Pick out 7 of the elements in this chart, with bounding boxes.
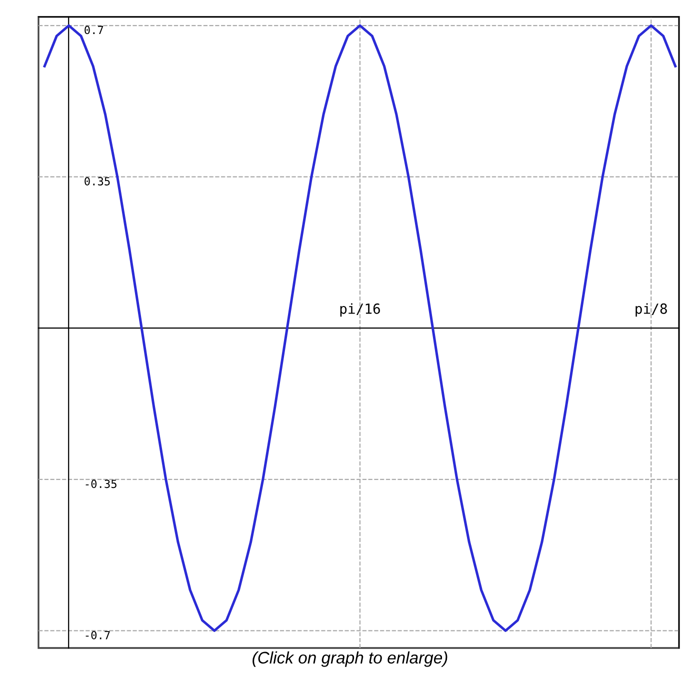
x-tick-label: pi/16: [340, 303, 380, 317]
y-tick-label: 0.35: [84, 177, 110, 186]
text: (Click on graph to enlarge): [252, 651, 448, 667]
x-tick-label: pi/8: [636, 303, 667, 317]
y-tick-label: -0.7: [86, 630, 110, 640]
y-tick-label: 0.7: [84, 26, 104, 34]
y-tick-label: -0.35: [86, 480, 116, 488]
